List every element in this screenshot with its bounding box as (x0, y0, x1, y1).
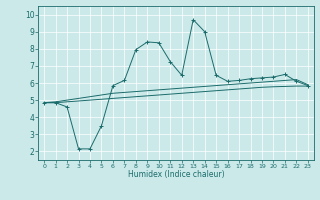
X-axis label: Humidex (Indice chaleur): Humidex (Indice chaleur) (128, 170, 224, 179)
